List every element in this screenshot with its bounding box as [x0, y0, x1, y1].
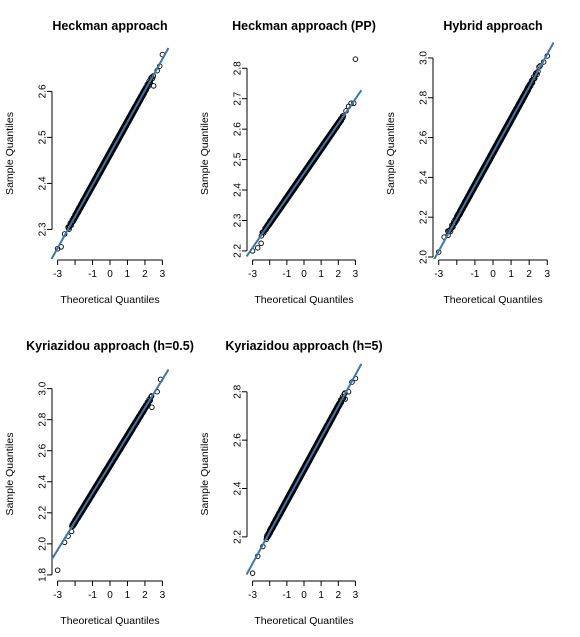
x-tick-label: -1: [88, 269, 97, 280]
plot-title: Heckman approach: [52, 19, 167, 33]
x-tick-label: 3: [160, 269, 166, 280]
x-axis-label: Theoretical Quantiles: [254, 294, 353, 306]
x-axis-label: Theoretical Quantiles: [254, 615, 353, 627]
x-tick-label: 2: [142, 269, 148, 280]
qq-panel-hybrid: Hybrid approach -3 -1 0 1 2 3 Theoretical Quant…: [385, 19, 554, 306]
x-tick-label: 3: [353, 269, 359, 280]
x-tick-label: 3: [545, 269, 551, 280]
x-tick-label: 2: [336, 590, 342, 601]
qq-panel-kyriazidou-h05: Kyriazidou approach (h=0.5) -3 -1 0 1 2 3 Theor…: [4, 339, 194, 627]
x-tick-label: 2: [336, 269, 342, 280]
y-axis-label: Sample Quantiles: [4, 112, 16, 195]
y-tick-label: 2.6: [38, 443, 49, 457]
x-tick-label: -3: [434, 269, 443, 280]
x-tick-label: 0: [301, 590, 307, 601]
y-tick-label: 2.0: [419, 250, 430, 264]
x-tick-label: -1: [282, 269, 291, 280]
x-tick-label: 1: [318, 590, 324, 601]
qq-points: [249, 56, 359, 254]
y-tick-label: 2.6: [233, 122, 244, 136]
x-tick-label: -1: [282, 590, 291, 601]
x-tick-label: -3: [248, 590, 257, 601]
x-tick-label: 1: [318, 269, 324, 280]
plot-title: Hybrid approach: [443, 19, 542, 33]
y-tick-label: 2.2: [38, 505, 49, 519]
y-tick-label: 2.3: [233, 213, 244, 227]
x-tick-label: 1: [508, 269, 514, 280]
x-tick-label: 2: [142, 590, 148, 601]
y-axis-label: Sample Quantiles: [199, 112, 211, 195]
y-tick-label: 2.7: [233, 91, 244, 105]
x-tick-label: -1: [88, 590, 97, 601]
x-tick-label: 0: [490, 269, 496, 280]
y-tick-label: 2.6: [233, 433, 244, 447]
x-axis-label: Theoretical Quantiles: [60, 294, 159, 306]
y-tick-label: 2.8: [233, 61, 244, 75]
y-tick-label: 2.3: [38, 222, 49, 236]
x-tick-label: 0: [107, 590, 113, 601]
y-tick-label: 2.4: [233, 481, 244, 495]
y-tick-label: 2.4: [38, 474, 49, 488]
plot-title: Kyriazidou approach (h=0.5): [26, 339, 194, 353]
x-tick-label: -3: [53, 590, 62, 601]
y-axis-label: Sample Quantiles: [199, 433, 211, 516]
y-tick-label: 2.2: [233, 244, 244, 258]
qq-panel-heckman: Heckman approach -3 -1 0 1 2 3 Theoretical Quan…: [4, 19, 169, 306]
qq-panel-kyriazidou-h5: Kyriazidou approach (h=5) -3 -1 0 1 2 3 Theoret…: [199, 339, 383, 627]
qq-point: [254, 245, 261, 251]
qq-point: [150, 83, 157, 89]
y-tick-label: 3.0: [38, 381, 49, 395]
y-tick-label: 2.0: [38, 536, 49, 550]
x-axis-label: Theoretical Quantiles: [443, 294, 542, 306]
y-tick-label: 2.4: [419, 170, 430, 184]
x-tick-label: 0: [301, 269, 307, 280]
y-axis-label: Sample Quantiles: [385, 112, 397, 195]
x-tick-label: 1: [125, 590, 131, 601]
y-tick-label: 2.8: [419, 90, 430, 104]
qq-point: [352, 56, 359, 62]
qq-reference-line: [51, 47, 169, 259]
qq-point: [54, 567, 61, 573]
y-tick-label: 2.2: [233, 529, 244, 543]
x-tick-label: 0: [107, 269, 113, 280]
x-tick-label: 1: [125, 269, 131, 280]
y-tick-label: 2.8: [38, 412, 49, 426]
qq-points: [249, 375, 359, 576]
y-axis-label: Sample Quantiles: [4, 433, 16, 516]
y-tick-label: 2.6: [419, 130, 430, 144]
x-tick-label: -3: [248, 269, 257, 280]
y-tick-label: 2.5: [233, 152, 244, 166]
qq-point: [258, 240, 264, 247]
y-tick-label: 1.8: [38, 568, 49, 582]
x-tick-label: -1: [470, 269, 479, 280]
x-tick-label: 2: [526, 269, 532, 280]
y-tick-label: 2.8: [233, 384, 244, 398]
y-tick-label: 2.5: [38, 130, 49, 144]
qq-reference-line: [51, 369, 169, 561]
x-tick-label: -3: [53, 269, 62, 280]
qq-point: [149, 404, 155, 411]
plot-title: Heckman approach (PP): [232, 19, 376, 33]
qq-panel-heckman-pp: Heckman approach (PP) -3 -1 0 1 2 3 Theoretical…: [199, 19, 376, 306]
qq-reference-line: [246, 89, 362, 257]
x-axis-label: Theoretical Quantiles: [60, 615, 159, 627]
x-tick-label: 3: [353, 590, 359, 601]
y-tick-label: 3.0: [419, 51, 430, 65]
x-tick-label: 3: [160, 590, 166, 601]
y-tick-label: 2.4: [38, 176, 49, 190]
plot-title: Kyriazidou approach (h=5): [225, 339, 382, 353]
y-tick-label: 2.4: [233, 183, 244, 197]
qq-reference-line: [433, 42, 554, 259]
y-tick-label: 2.2: [419, 210, 430, 224]
y-tick-label: 2.6: [38, 84, 49, 98]
